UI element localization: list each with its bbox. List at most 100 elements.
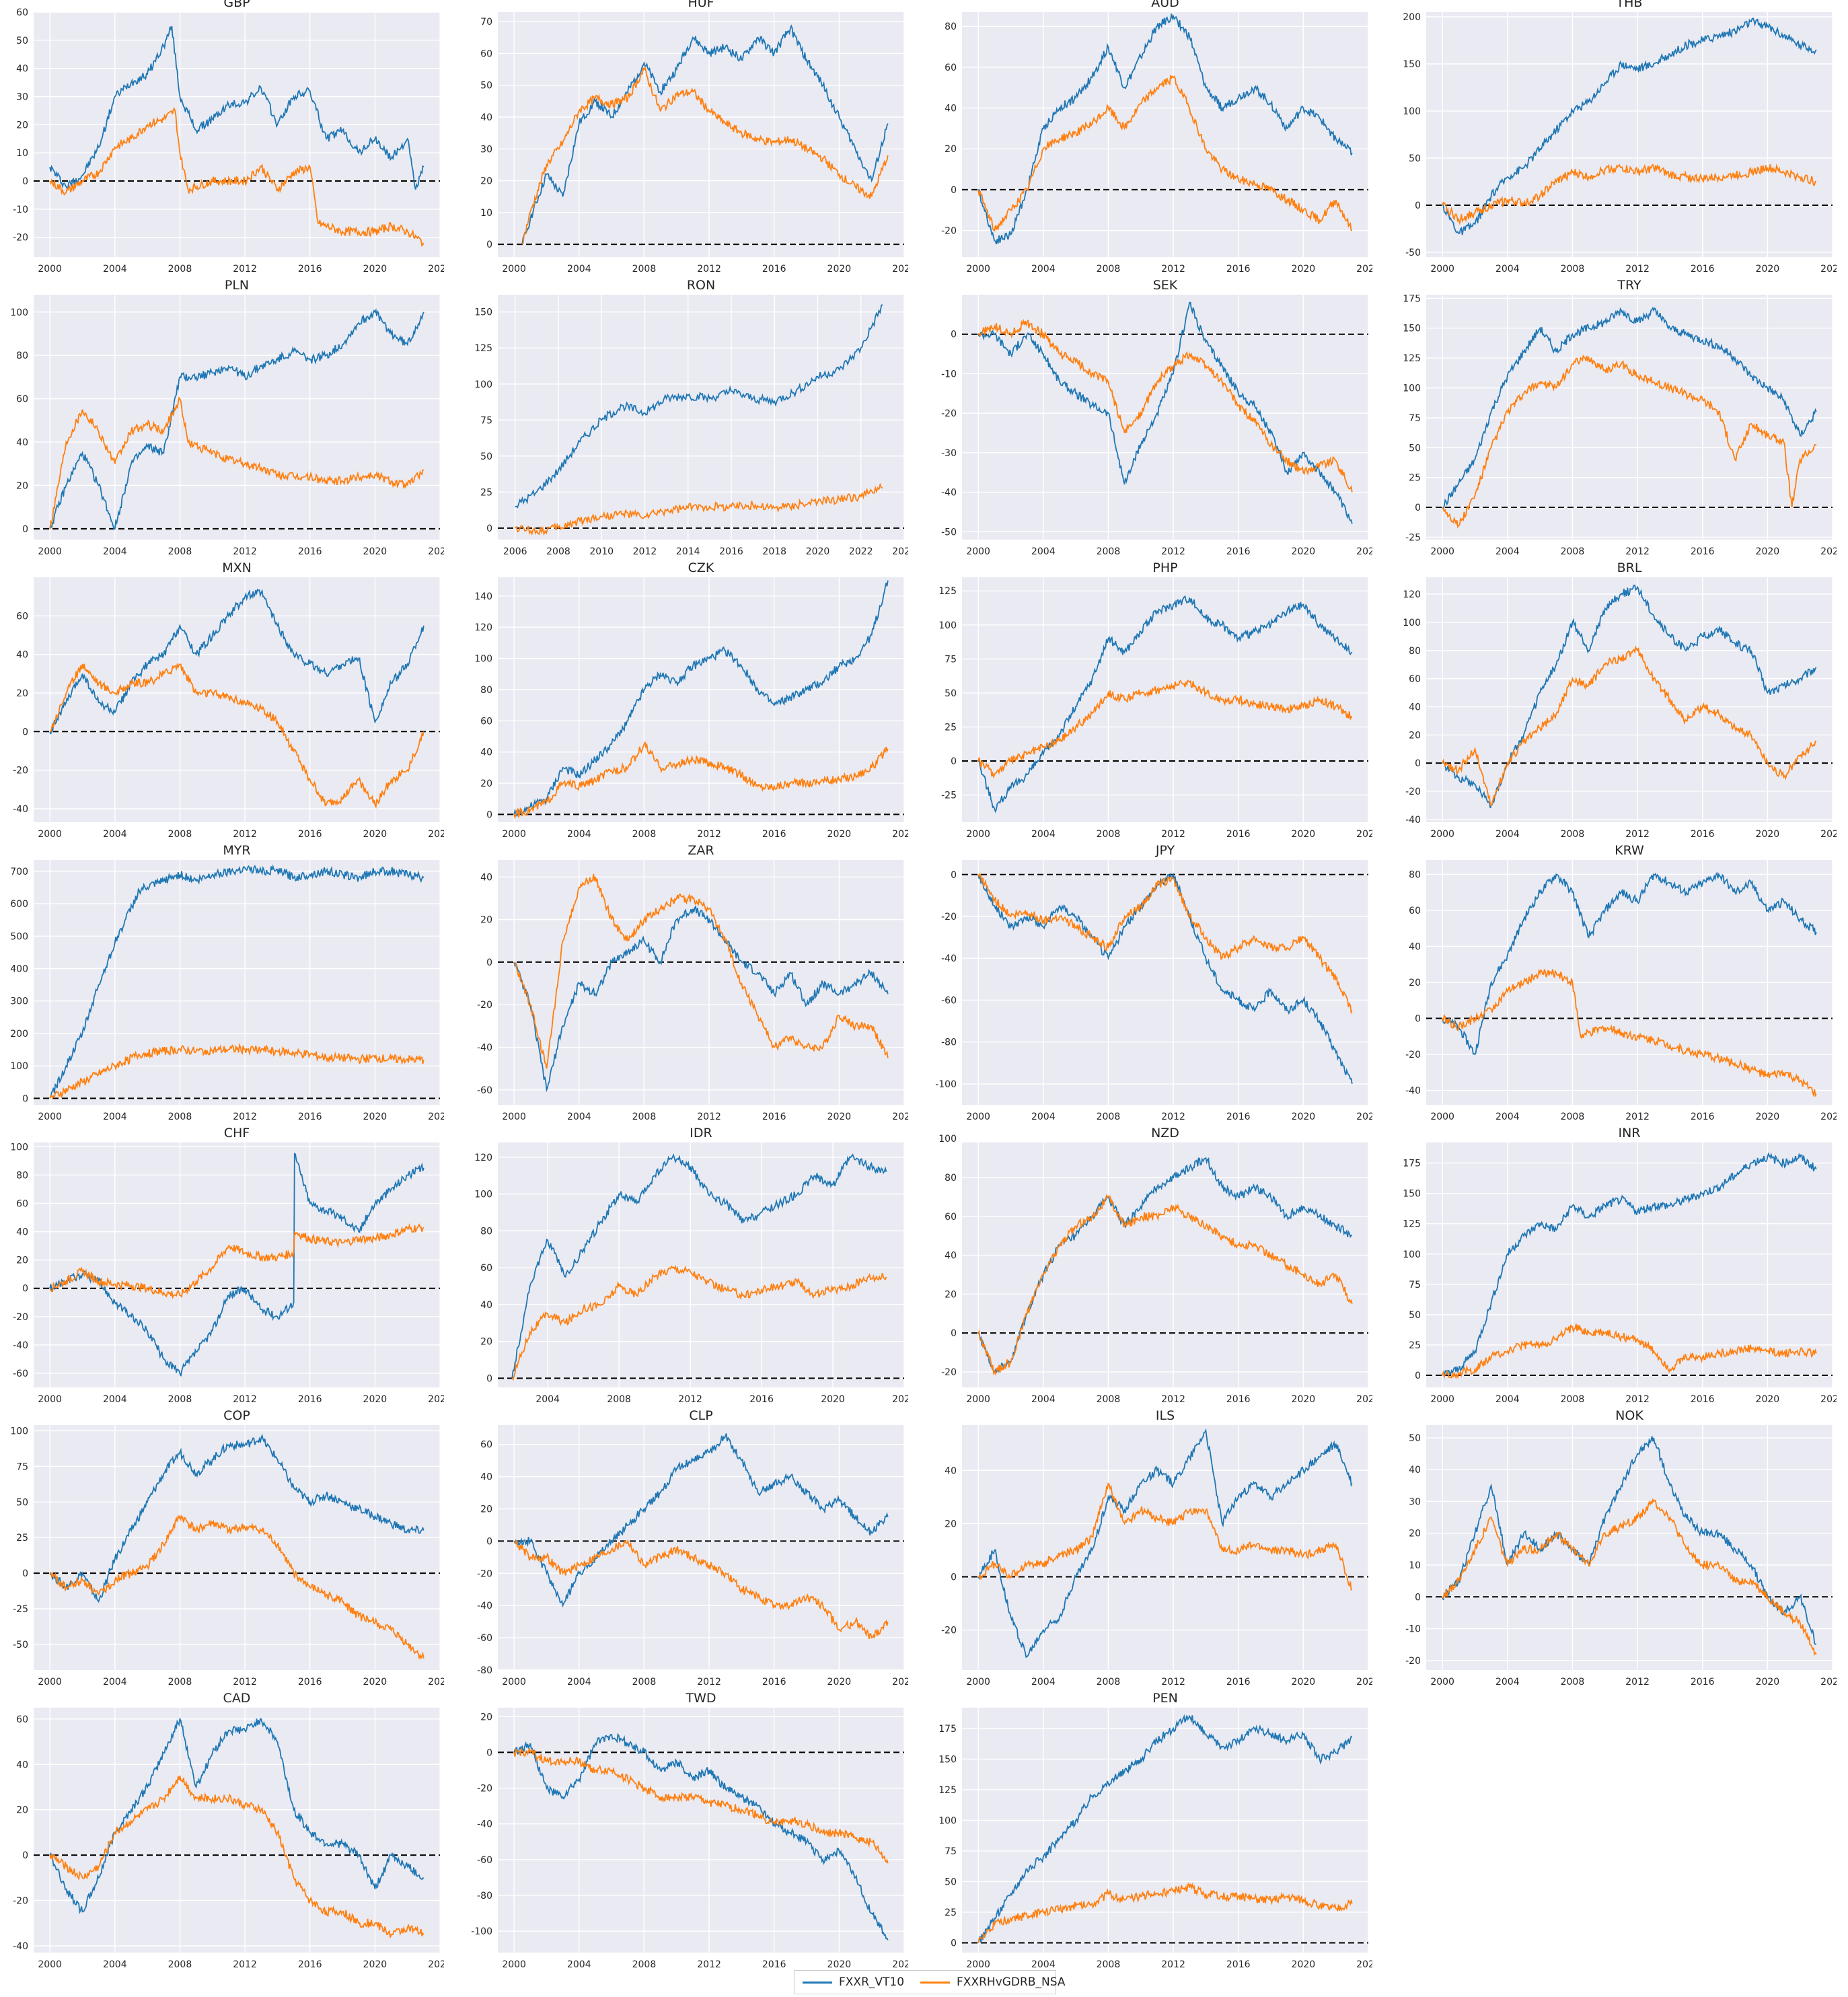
y-tick-label: 0 bbox=[22, 1093, 28, 1104]
x-tick-label: 2004 bbox=[1495, 546, 1520, 557]
x-tick-label: 2008 bbox=[1097, 1394, 1121, 1405]
series-line-fxxr-vt10 bbox=[1442, 871, 1817, 1056]
x-tick-label: 2016 bbox=[1226, 546, 1251, 557]
x-tick-label: 2008 bbox=[1561, 1112, 1585, 1122]
series-line-fxxrhvgdrb-nsa bbox=[49, 396, 424, 530]
y-tick-label: -60 bbox=[477, 1855, 492, 1866]
y-tick-label: 0 bbox=[951, 185, 957, 196]
y-tick-label: -30 bbox=[941, 448, 957, 459]
y-tick-label: -10 bbox=[13, 205, 28, 215]
y-tick-label: -20 bbox=[1405, 1656, 1421, 1667]
x-tick-label: 2008 bbox=[1097, 546, 1121, 557]
panel-try: -25 0 25 50 75 100 125 150 175 2000 2004 2008 2012 20… bbox=[1403, 278, 1837, 557]
x-tick-label: 2020 bbox=[363, 1112, 387, 1122]
series-line-fxxrhvgdrb-nsa bbox=[49, 1514, 424, 1661]
x-tick-label: 2008 bbox=[632, 1112, 657, 1122]
x-tick-label: 2020 bbox=[1292, 829, 1316, 840]
panel-title: THB bbox=[1616, 0, 1643, 10]
x-tick-label: 2004 bbox=[535, 1394, 560, 1405]
y-tick-label: -40 bbox=[477, 1601, 492, 1611]
x-tick-label: 2016 bbox=[298, 1677, 322, 1687]
y-tick-label: 60 bbox=[480, 1263, 492, 1274]
y-tick-label: -25 bbox=[1405, 532, 1421, 543]
y-tick-label: -40 bbox=[13, 804, 28, 815]
y-tick-label: 0 bbox=[951, 1938, 957, 1949]
series-line-fxxrhvgdrb-nsa bbox=[515, 482, 883, 536]
series-line-fxxrhvgdrb-nsa bbox=[1442, 1498, 1817, 1656]
y-tick-label: 200 bbox=[1403, 12, 1421, 23]
x-tick-label: 2024 bbox=[1820, 546, 1837, 557]
panel-title: MYR bbox=[223, 843, 250, 858]
panel-title: RON bbox=[687, 278, 715, 293]
y-tick-label: 0 bbox=[951, 330, 957, 340]
plot-area bbox=[962, 860, 1368, 1105]
x-tick-label: 2024 bbox=[1356, 546, 1372, 557]
plot-area bbox=[34, 1708, 440, 1953]
series-line-fxxr-vt10 bbox=[49, 1717, 424, 1914]
y-tick-label: 0 bbox=[951, 1572, 957, 1583]
y-tick-label: 0 bbox=[1415, 201, 1421, 211]
y-tick-label: 75 bbox=[1409, 1280, 1421, 1291]
y-tick-label: 40 bbox=[945, 1251, 957, 1262]
x-tick-label: 2004 bbox=[103, 1959, 127, 1970]
panel-myr: 0 100 200 300 400 500 600 700 2000 2004 2008 2012 20… bbox=[10, 843, 444, 1122]
x-tick-label: 2016 bbox=[1691, 264, 1715, 275]
panel-clp: -80 -60 -40 -20 0 20 40 60 2000 2004 2008 2012 2016 2… bbox=[477, 1408, 908, 1687]
y-tick-label: 20 bbox=[16, 480, 28, 491]
x-tick-label: 2008 bbox=[168, 264, 192, 275]
panel-cop: -50 -25 0 25 50 75 100 2000 2004 2008 2012 2016 2020… bbox=[10, 1408, 444, 1687]
y-tick-label: 20 bbox=[16, 1805, 28, 1816]
y-tick-label: 0 bbox=[1415, 503, 1421, 513]
y-tick-label: 300 bbox=[10, 996, 28, 1007]
x-tick-label: 2012 bbox=[697, 1959, 721, 1970]
y-tick-label: 0 bbox=[951, 756, 957, 767]
x-tick-label: 2016 bbox=[298, 264, 322, 275]
y-tick-label: 125 bbox=[474, 343, 492, 354]
x-tick-label: 2024 bbox=[1356, 1959, 1372, 1970]
plot-area bbox=[498, 1425, 904, 1670]
x-tick-label: 2016 bbox=[762, 1677, 786, 1687]
x-tick-label: 2024 bbox=[1356, 1677, 1372, 1687]
plot-area bbox=[34, 1142, 440, 1387]
series-line-fxxr-vt10 bbox=[511, 1153, 887, 1379]
y-tick-label: 0 bbox=[486, 523, 492, 534]
series-line-fxxr-vt10 bbox=[977, 1714, 1353, 1943]
x-tick-label: 2020 bbox=[821, 1394, 845, 1405]
x-tick-label: 2020 bbox=[1756, 1394, 1780, 1405]
legend-label-fxxrhvgdrb-nsa: FXXRHvGDRB_NSA bbox=[957, 1975, 1066, 1989]
y-tick-label: 60 bbox=[480, 1440, 492, 1451]
y-tick-label: 40 bbox=[945, 104, 957, 114]
y-tick-label: 0 bbox=[486, 957, 492, 968]
x-tick-label: 2000 bbox=[502, 829, 526, 840]
x-tick-label: 2024 bbox=[1820, 829, 1837, 840]
y-tick-label: -40 bbox=[13, 1941, 28, 1952]
y-tick-label: 20 bbox=[1409, 978, 1421, 988]
y-tick-label: 60 bbox=[945, 63, 957, 73]
panel-title: CLP bbox=[689, 1408, 712, 1423]
x-tick-label: 2000 bbox=[966, 546, 990, 557]
y-tick-label: 60 bbox=[1409, 906, 1421, 916]
x-tick-label: 2000 bbox=[1430, 1677, 1454, 1687]
x-tick-label: 2012 bbox=[1161, 546, 1185, 557]
y-tick-label: 0 bbox=[22, 176, 28, 187]
y-tick-label: 0 bbox=[951, 1328, 957, 1339]
x-tick-label: 2024 bbox=[428, 1394, 444, 1405]
plot-area bbox=[962, 577, 1368, 822]
x-tick-label: 2024 bbox=[892, 1677, 908, 1687]
y-tick-label: 10 bbox=[1409, 1560, 1421, 1571]
plot-area bbox=[498, 1142, 904, 1387]
x-tick-label: 2004 bbox=[1031, 1394, 1056, 1405]
panel-cad: -40 -20 0 20 40 60 2000 2004 2008 2012 2016 2020 202… bbox=[13, 1691, 444, 1970]
x-tick-label: 2020 bbox=[827, 829, 852, 840]
series-line-fxxrhvgdrb-nsa bbox=[513, 873, 889, 1069]
x-tick-label: 2008 bbox=[168, 829, 192, 840]
x-tick-label: 2004 bbox=[1031, 1112, 1056, 1122]
y-tick-label: 125 bbox=[1403, 1219, 1421, 1230]
panel-title: TWD bbox=[685, 1691, 716, 1706]
x-tick-label: 2012 bbox=[233, 829, 257, 840]
x-tick-label: 2008 bbox=[632, 1677, 657, 1687]
panel-gbp: -20 -10 0 10 20 30 40 50 60 2000 2004 2008 2012 2016 2… bbox=[13, 0, 444, 275]
x-tick-label: 2016 bbox=[762, 829, 786, 840]
series-line-fxxr-vt10 bbox=[521, 24, 889, 245]
